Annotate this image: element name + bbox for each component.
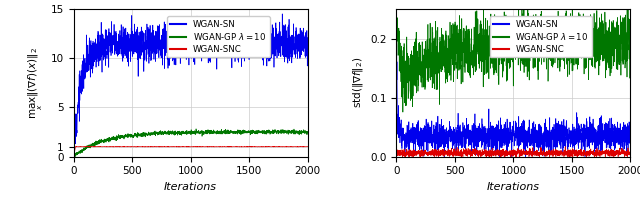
X-axis label: Iterations: Iterations — [487, 182, 540, 192]
Legend: WGAN-SN, WGAN-GP $\lambda = 10$, WGAN-SNC: WGAN-SN, WGAN-GP $\lambda = 10$, WGAN-SN… — [167, 16, 269, 57]
X-axis label: Iterations: Iterations — [164, 182, 217, 192]
Y-axis label: $\mathrm{std}(\|\nabla f\|_2)$: $\mathrm{std}(\|\nabla f\|_2)$ — [351, 57, 365, 108]
Legend: WGAN-SN, WGAN-GP $\lambda = 10$, WGAN-SNC: WGAN-SN, WGAN-GP $\lambda = 10$, WGAN-SN… — [490, 16, 593, 57]
Y-axis label: $\max_x\|(\nabla f)(x)\|_2$: $\max_x\|(\nabla f)(x)\|_2$ — [27, 47, 45, 119]
